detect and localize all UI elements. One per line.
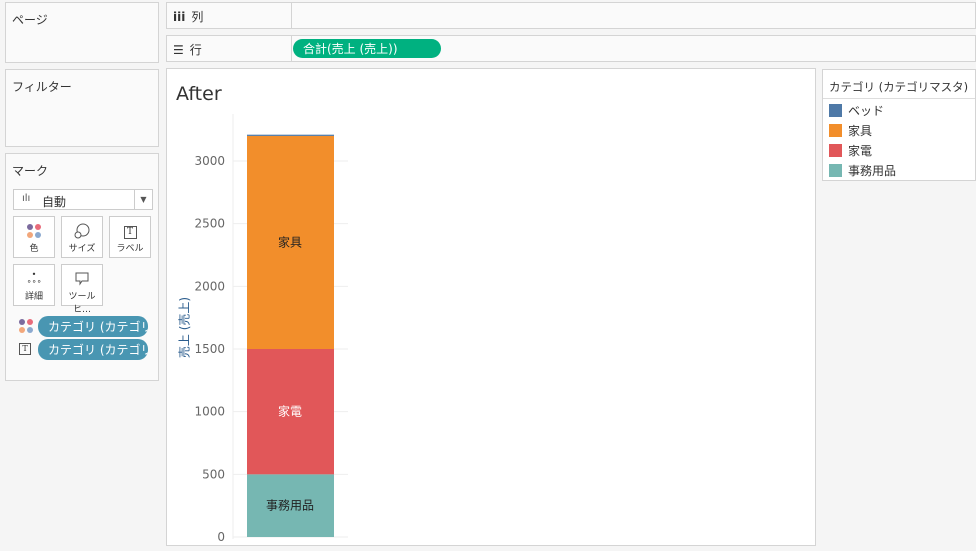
legend-item[interactable]: 家電: [829, 142, 872, 159]
label-category-pill[interactable]: カテゴリ (カテゴリ..: [38, 339, 148, 360]
bar-chart-icon: ılı: [22, 193, 31, 204]
pages-card: ページ: [5, 2, 159, 63]
legend-item[interactable]: 家具: [829, 122, 872, 139]
detail-icon: • ∘∘∘: [26, 270, 42, 286]
legend-label: 事務用品: [848, 164, 897, 178]
legend-swatch: [829, 124, 842, 137]
y-tick-label: 2500: [194, 217, 225, 231]
legend-swatch: [829, 144, 842, 157]
y-tick-label: 1000: [194, 405, 225, 419]
y-tick-label: 1500: [194, 342, 225, 356]
y-tick-label: 500: [202, 467, 225, 481]
tooltip-label: ツールヒ…: [68, 292, 96, 315]
color-icon: [14, 217, 54, 241]
chevron-down-icon[interactable]: ▼: [134, 190, 152, 209]
legend-label: 家具: [848, 124, 873, 138]
legend-item[interactable]: 事務用品: [829, 162, 896, 179]
legend-swatch: [829, 104, 842, 117]
y-tick-label: 0: [217, 530, 225, 544]
color-label: 色: [29, 244, 39, 254]
filters-title: フィルター: [12, 80, 72, 94]
y-tick-label: 2000: [194, 279, 225, 293]
color-category-pill[interactable]: カテゴリ (カテゴリ..: [38, 316, 148, 337]
rows-label: 行: [189, 43, 202, 57]
bar-segment[interactable]: [247, 349, 334, 475]
view-panel: After 売上 (売上) 0 500 1000 1500 2000 2500 3000 事務…: [166, 68, 816, 546]
legend-card: カテゴリ (カテゴリマスタ) ベッド家具家電事務用品: [822, 69, 976, 181]
marks-card: マーク ılı 自動 ▼ 色 サイズ T ラベル • ∘∘∘ 詳細 ツールヒ… カテゴ…: [5, 153, 159, 381]
label-label: ラベル: [116, 244, 144, 254]
tooltip-button[interactable]: ツールヒ…: [61, 264, 103, 315]
pages-title: ページ: [12, 13, 48, 27]
bar-segment[interactable]: [247, 135, 334, 349]
detail-button[interactable]: • ∘∘∘ 詳細: [13, 264, 55, 306]
legend-label: 家電: [848, 144, 873, 158]
mark-type-dropdown[interactable]: ılı 自動 ▼: [13, 189, 153, 210]
color-button[interactable]: 色: [13, 216, 55, 258]
y-tick-label: 3000: [194, 154, 225, 168]
label-button[interactable]: T ラベル: [109, 216, 151, 258]
legend-title: カテゴリ (カテゴリマスタ): [829, 80, 969, 94]
columns-icon: iii: [173, 10, 186, 24]
legend-item[interactable]: ベッド: [829, 102, 884, 119]
columns-label: 列: [191, 10, 204, 24]
bar-label: 家具: [278, 234, 302, 249]
legend-swatch: [829, 164, 842, 177]
chart-title: After: [176, 83, 222, 105]
detail-label: 詳細: [24, 292, 43, 302]
size-icon: [62, 217, 102, 241]
label-icon: T: [110, 217, 150, 241]
bar-segment[interactable]: [247, 474, 334, 537]
rows-shelf[interactable]: ☰ 行 合計(売上 (売上)): [166, 35, 976, 62]
columns-shelf[interactable]: iii 列: [166, 2, 976, 29]
size-label: サイズ: [68, 244, 96, 254]
legend-label: ベッド: [848, 104, 885, 118]
mark-type-value: 自動: [42, 195, 67, 209]
label-icon: T: [19, 343, 31, 355]
sum-sales-pill[interactable]: 合計(売上 (売上)): [293, 39, 441, 58]
rows-icon: ☰: [173, 43, 184, 57]
bar-chart: 0 500 1000 1500 2000 2500 3000 事務用品 家電 家具: [194, 114, 348, 544]
bar-label: 家電: [278, 404, 302, 419]
tooltip-icon: [62, 265, 102, 289]
marks-title: マーク: [12, 164, 49, 178]
color-icon: [18, 318, 34, 337]
bar-label: 事務用品: [266, 499, 314, 513]
filters-card[interactable]: フィルター: [5, 69, 159, 147]
bar-segment[interactable]: [247, 134, 334, 136]
size-button[interactable]: サイズ: [61, 216, 103, 258]
